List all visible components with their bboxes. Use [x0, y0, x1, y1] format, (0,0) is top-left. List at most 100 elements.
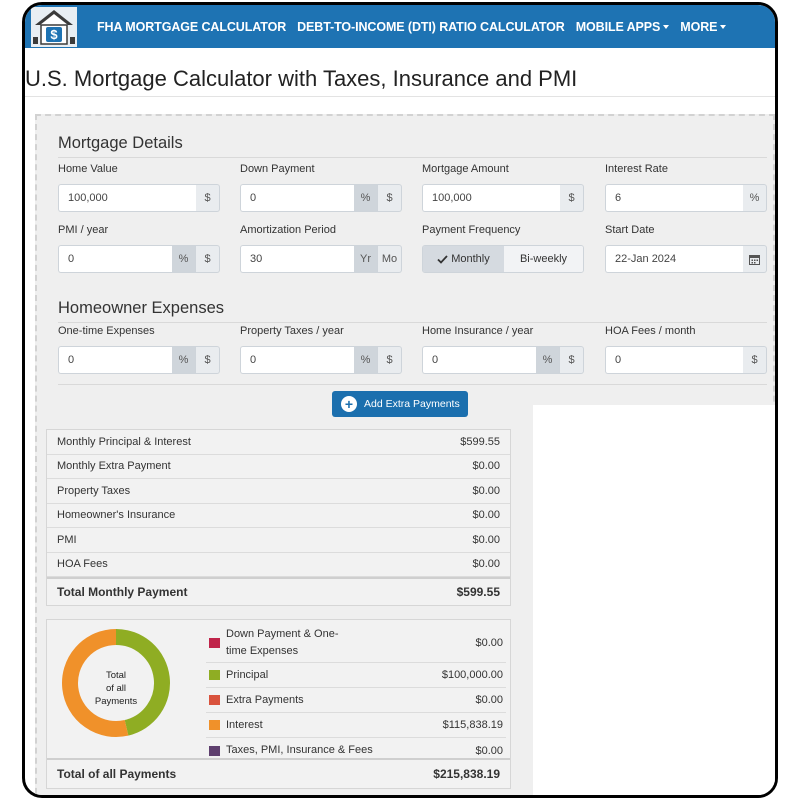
- down-payment-label: Down Payment: [240, 163, 315, 175]
- row-label: PMI: [57, 533, 77, 546]
- divider: [58, 157, 767, 158]
- dollar-addon: $: [743, 346, 767, 374]
- add-extra-payments-label: Add Extra Payments: [364, 398, 460, 410]
- payments-legend: Down Payment & One-time Expenses $0.00 P…: [206, 624, 506, 763]
- legend-label: Down Payment & One-time Expenses: [226, 628, 339, 657]
- house-dollar-logo-icon[interactable]: $: [31, 7, 77, 47]
- legend-label: Interest: [226, 718, 263, 731]
- total-monthly-value: $599.55: [456, 585, 500, 599]
- total-monthly-label: Total Monthly Payment: [57, 585, 188, 599]
- top-navbar: $ FHA MORTGAGE CALCULATOR DEBT-TO-INCOME…: [25, 5, 775, 48]
- total-monthly-row: Total Monthly Payment $599.55: [47, 577, 510, 605]
- frequency-biweekly-option[interactable]: Bi-weekly: [503, 246, 583, 272]
- percent-toggle[interactable]: %: [536, 346, 560, 374]
- monthly-summary-table: Monthly Principal & Interest $599.55 Mont…: [46, 429, 511, 606]
- mortgage-amount-label: Mortgage Amount: [422, 163, 509, 175]
- home-value-input[interactable]: [58, 184, 196, 212]
- months-toggle[interactable]: Mo: [378, 245, 402, 273]
- dollar-toggle[interactable]: $: [378, 346, 402, 374]
- percent-toggle[interactable]: %: [354, 346, 378, 374]
- donut-label-line-2: of all: [106, 683, 126, 694]
- row-value: $0.00: [472, 533, 500, 546]
- dollar-toggle[interactable]: $: [378, 184, 402, 212]
- start-date-group: [605, 245, 767, 273]
- home-value-group: $: [58, 184, 220, 212]
- total-payments-value: $215,838.19: [433, 767, 500, 781]
- row-label: Property Taxes: [57, 484, 131, 497]
- nav-dti-calculator[interactable]: DEBT-TO-INCOME (DTI) RATIO CALCULATOR: [297, 19, 565, 34]
- property-taxes-label: Property Taxes / year: [240, 325, 344, 337]
- app-frame: $ FHA MORTGAGE CALCULATOR DEBT-TO-INCOME…: [22, 2, 778, 798]
- years-toggle[interactable]: Yr: [354, 245, 378, 273]
- one-time-expenses-group: % $: [58, 346, 220, 374]
- pmi-group: % $: [58, 245, 220, 273]
- legend-value: $0.00: [475, 637, 503, 649]
- table-row: PMI $0.00: [47, 528, 510, 553]
- start-date-input[interactable]: [605, 245, 743, 273]
- legend-label: Principal: [226, 668, 269, 681]
- hoa-fees-group: $: [605, 346, 767, 374]
- divider: [25, 96, 775, 97]
- frequency-monthly-option[interactable]: Monthly: [423, 246, 504, 272]
- svg-text:$: $: [50, 27, 58, 42]
- legend-swatch: [209, 745, 220, 756]
- interest-rate-input[interactable]: [605, 184, 743, 212]
- mortgage-amount-group: $: [422, 184, 584, 212]
- nav-mobile-apps[interactable]: MOBILE APPS: [576, 20, 670, 34]
- payments-donut-chart: Total of all Payments: [62, 629, 170, 737]
- caret-down-icon: [720, 25, 727, 30]
- payment-frequency-toggle: Monthly Bi-weekly: [422, 245, 584, 273]
- hoa-fees-input[interactable]: [605, 346, 743, 374]
- table-row: HOA Fees $0.00: [47, 553, 510, 577]
- nav-fha-calculator[interactable]: FHA MORTGAGE CALCULATOR: [97, 19, 287, 34]
- frequency-biweekly-label: Bi-weekly: [519, 253, 568, 265]
- divider: [58, 322, 767, 323]
- legend-item: Interest $115,838.19: [206, 713, 506, 738]
- row-value: $0.00: [472, 460, 500, 473]
- nav-more[interactable]: MORE: [680, 20, 727, 34]
- one-time-expenses-input[interactable]: [58, 346, 172, 374]
- home-value-label: Home Value: [58, 163, 118, 175]
- percent-toggle[interactable]: %: [172, 245, 196, 273]
- donut-label-line-3: Payments: [95, 696, 137, 707]
- legend-value: $100,000.00: [441, 669, 503, 681]
- dollar-toggle[interactable]: $: [196, 245, 220, 273]
- amortization-input[interactable]: [240, 245, 354, 273]
- payment-frequency-label: Payment Frequency: [422, 224, 521, 236]
- legend-swatch: [209, 695, 220, 705]
- legend-item: Taxes, PMI, Insurance & Fees $0.00: [206, 738, 506, 763]
- calendar-button[interactable]: [743, 245, 767, 273]
- hoa-fees-label: HOA Fees / month: [605, 325, 696, 337]
- interest-rate-group: %: [605, 184, 767, 212]
- row-value: $0.00: [472, 558, 500, 571]
- amortization-label: Amortization Period: [240, 224, 336, 236]
- total-payments-box: Total of all Payments Down Payment & One…: [46, 619, 511, 789]
- percent-toggle[interactable]: %: [354, 184, 378, 212]
- dollar-addon: $: [196, 184, 220, 212]
- dollar-toggle[interactable]: $: [196, 346, 220, 374]
- down-payment-group: % $: [240, 184, 402, 212]
- home-insurance-label: Home Insurance / year: [422, 325, 534, 337]
- property-taxes-input[interactable]: [240, 346, 354, 374]
- legend-swatch: [209, 670, 220, 680]
- row-label: Homeowner's Insurance: [57, 509, 176, 522]
- nav-mobile-apps-label: MOBILE APPS: [575, 19, 661, 34]
- one-time-expenses-label: One-time Expenses: [58, 325, 155, 337]
- table-row: Monthly Principal & Interest $599.55: [47, 430, 510, 455]
- page-title: U.S. Mortgage Calculator with Taxes, Ins…: [25, 66, 578, 91]
- add-extra-payments-button[interactable]: + Add Extra Payments: [332, 391, 468, 417]
- plus-circle-icon: +: [341, 396, 357, 412]
- dollar-addon: $: [560, 184, 584, 212]
- table-row: Monthly Extra Payment $0.00: [47, 455, 510, 479]
- homeowner-expenses-heading: Homeowner Expenses: [58, 299, 224, 317]
- legend-value: $0.00: [475, 744, 503, 757]
- start-date-label: Start Date: [605, 224, 655, 236]
- mortgage-amount-input[interactable]: [422, 184, 560, 212]
- percent-toggle[interactable]: %: [172, 346, 196, 374]
- donut-segment-principal: [115, 629, 170, 736]
- legend-value: $115,838.19: [442, 719, 503, 731]
- home-insurance-input[interactable]: [422, 346, 536, 374]
- dollar-toggle[interactable]: $: [560, 346, 584, 374]
- pmi-input[interactable]: [58, 245, 172, 273]
- down-payment-input[interactable]: [240, 184, 354, 212]
